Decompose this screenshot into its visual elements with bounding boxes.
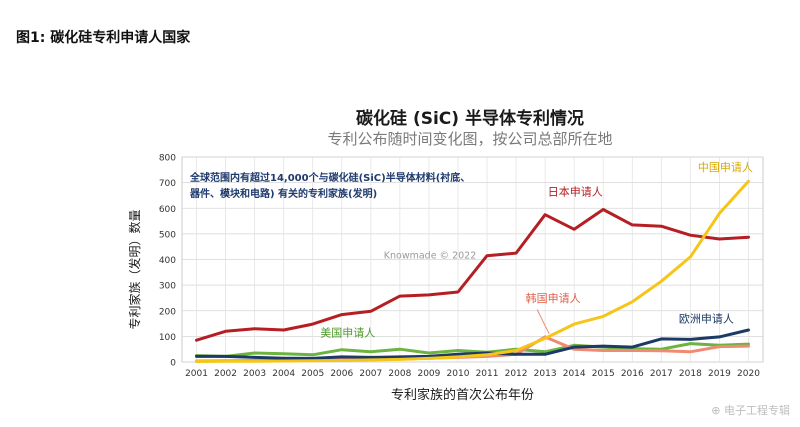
x-tick-label: 2019 bbox=[708, 369, 731, 379]
x-tick-label: 2013 bbox=[534, 369, 557, 379]
x-tick-label: 2008 bbox=[388, 369, 411, 379]
x-tick-label: 2006 bbox=[330, 369, 353, 379]
x-tick-label: 2002 bbox=[214, 369, 237, 379]
chart-note-line: 器件、模块和电路) 有关的专利家族(发明) bbox=[189, 187, 377, 200]
series-line bbox=[195, 179, 750, 363]
x-tick-label: 2016 bbox=[621, 369, 644, 379]
x-tick-label: 2001 bbox=[185, 369, 208, 379]
chart-credit: Knowmade © 2022 bbox=[384, 250, 477, 261]
series-label: 美国申请人 bbox=[320, 326, 375, 339]
y-tick-label: 100 bbox=[159, 333, 176, 343]
y-tick-label: 200 bbox=[159, 307, 176, 317]
watermark: ⊕ 电子工程专辑 bbox=[711, 404, 790, 417]
series-line bbox=[195, 208, 750, 342]
x-tick-label: 2009 bbox=[417, 369, 440, 379]
series-line bbox=[195, 342, 750, 358]
x-tick-label: 2015 bbox=[592, 369, 615, 379]
y-tick-label: 400 bbox=[159, 256, 176, 266]
y-tick-label: 500 bbox=[159, 230, 176, 240]
x-tick-label: 2014 bbox=[563, 369, 586, 379]
figure-heading: 图1: 碳化硅专利申请人国家 bbox=[16, 30, 191, 46]
series-line bbox=[195, 328, 750, 360]
y-tick-label: 600 bbox=[159, 205, 176, 215]
chart-note-line: 全球范围内有超过14,000个与碳化硅(SiC)半导体材料(衬底、 bbox=[189, 171, 470, 184]
callout-leader bbox=[536, 309, 550, 335]
y-tick-label: 0 bbox=[170, 359, 176, 369]
x-tick-label: 2005 bbox=[301, 369, 324, 379]
series-label: 欧洲申请人 bbox=[679, 312, 734, 325]
chart-title: 碳化硅 (SiC) 半导体专利情况 bbox=[356, 109, 584, 129]
chart-axes: 0 100 200 300 400 500 600 700 800 2001 2002 2003 200… bbox=[127, 154, 760, 404]
y-axis-title: 专利家族（发明）数量 bbox=[127, 209, 142, 329]
x-tick-label: 2007 bbox=[359, 369, 382, 379]
series-label: 韩国申请人 bbox=[526, 291, 581, 305]
series-label: 日本申请人 bbox=[548, 184, 603, 198]
x-tick-label: 2011 bbox=[476, 369, 499, 379]
chart-subtitle: 专利公布随时间变化图，按公司总部所在地 bbox=[327, 130, 613, 148]
x-tick-label: 2003 bbox=[243, 369, 266, 379]
x-axis-title: 专利家族的首次公布年份 bbox=[391, 387, 534, 403]
x-tick-label: 2020 bbox=[737, 369, 760, 379]
x-tick-label: 2004 bbox=[272, 369, 295, 379]
y-tick-label: 700 bbox=[159, 179, 176, 189]
x-tick-label: 2018 bbox=[679, 369, 702, 379]
y-tick-label: 300 bbox=[159, 282, 176, 292]
x-tick-label: 2012 bbox=[505, 369, 528, 379]
series-label: 中国申请人 bbox=[698, 161, 753, 174]
x-tick-label: 2017 bbox=[650, 369, 673, 379]
x-tick-label: 2010 bbox=[447, 369, 470, 379]
y-tick-label: 800 bbox=[159, 154, 176, 164]
chart-series bbox=[195, 179, 750, 363]
chart-grid bbox=[181, 156, 764, 363]
